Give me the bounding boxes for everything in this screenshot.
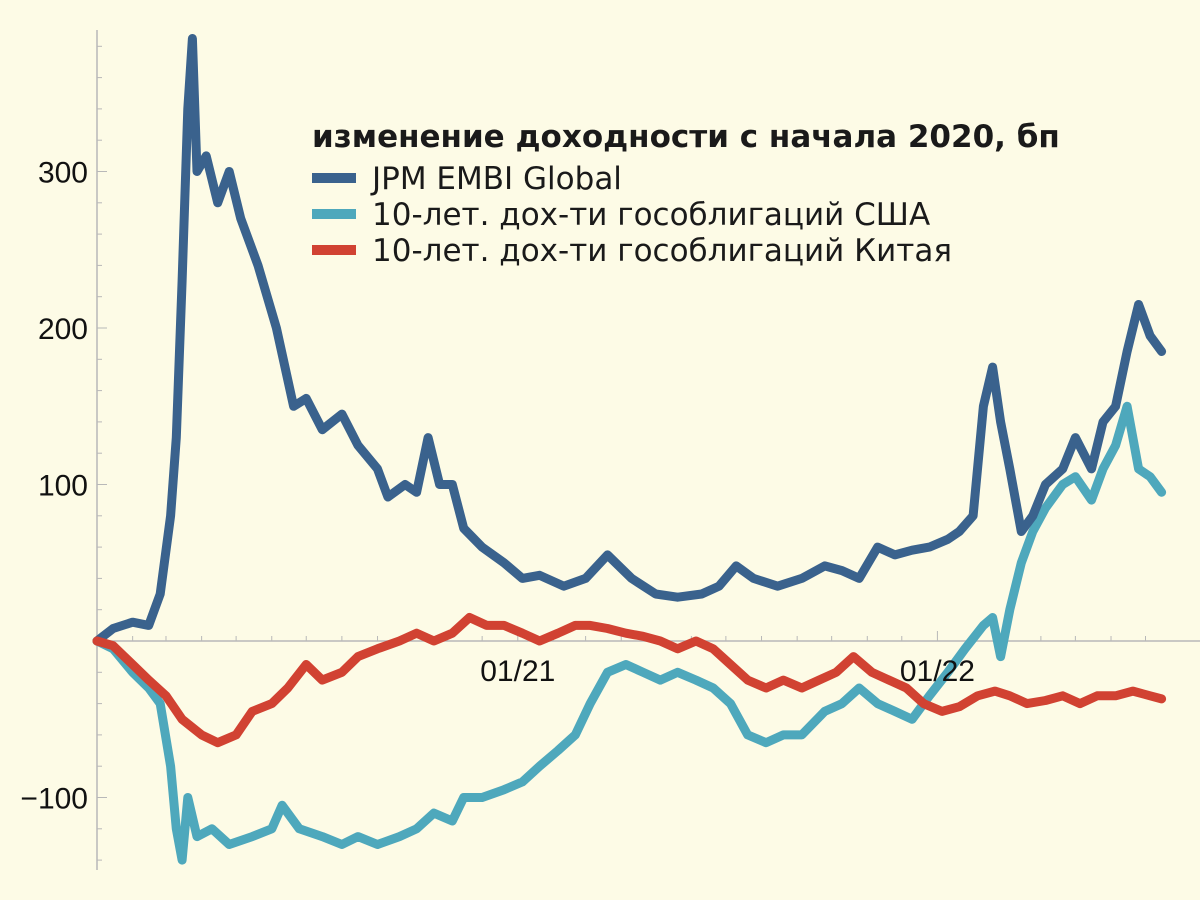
x-tick-label: 01/21 — [480, 655, 555, 688]
y-tick-label: −100 — [20, 783, 88, 816]
legend-label: JPM EMBI Global — [370, 161, 622, 197]
legend-title: изменение доходности с начала 2020, бп — [312, 119, 1060, 155]
y-tick-label: 300 — [38, 157, 88, 190]
x-tick-label: 01/22 — [900, 655, 975, 688]
series-line-2 — [92, 613, 1167, 748]
legend-label: 10-лет. дох-ти гособлигаций Китая — [372, 233, 952, 269]
series-line-1 — [92, 401, 1167, 865]
y-tick-label: 100 — [38, 470, 88, 503]
y-tick-label: 200 — [38, 313, 88, 346]
tick-labels: 300 200 100 −100 01/21 01/22 — [20, 157, 975, 816]
series-line-0 — [92, 34, 1167, 646]
axes — [96, 30, 1200, 870]
legend-label: 10-лет. дох-ти гособлигаций США — [372, 197, 930, 233]
legend: изменение доходности с начала 2020, бп J… — [312, 119, 1060, 269]
series-layer — [92, 34, 1167, 865]
